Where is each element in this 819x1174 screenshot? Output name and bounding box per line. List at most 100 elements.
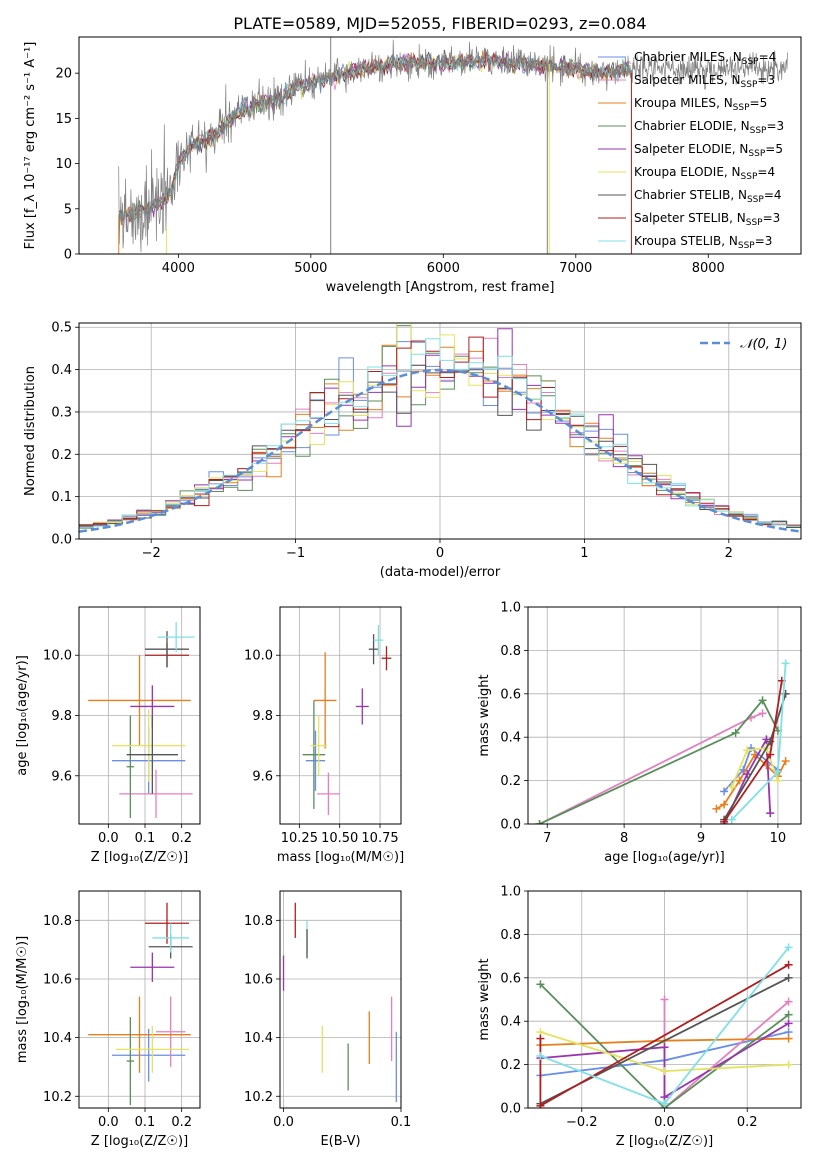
legend-label-n: , N <box>730 188 747 202</box>
legend-normal-label: 𝒩(0, 1) <box>740 337 787 352</box>
x-tick-label: 9 <box>697 831 705 846</box>
x-tick-label: −2 <box>142 546 161 561</box>
legend-label: Salpeter STELIB, NSSP=3 <box>634 211 780 228</box>
x-tick-label: 0 <box>436 546 444 561</box>
x-tick-label: 0.0 <box>98 1115 119 1130</box>
legend-label-sub: SSP <box>741 80 758 90</box>
age-vs-mass-axes: 10.25 10.50 10.75 9.6 9.8 10.0 mass [log₁₀(M/M… <box>244 607 404 865</box>
legend-label-n: , N <box>725 50 742 64</box>
y-tick-label: 1.0 <box>500 601 521 616</box>
x-tick-label: 0.1 <box>135 831 156 846</box>
y-tick-label: 0.4 <box>500 731 521 746</box>
mass-vs-Z-errorbars <box>88 902 193 1106</box>
y-tick-label: 10 <box>55 157 72 172</box>
legend-label-base: Chabrier ELODIE <box>634 119 733 133</box>
x-tick-label: −0.2 <box>566 1115 598 1130</box>
legend-label-n: , N <box>716 96 733 110</box>
x-axis-label: E(B-V) <box>320 1134 360 1149</box>
y-axis-label: Flux [f_λ 10⁻¹⁷ erg cm⁻² s⁻¹ A⁻¹] <box>23 42 38 250</box>
y-tick-label: 0.0 <box>51 533 72 548</box>
mass-vs-ebv-errorbars <box>282 902 397 1103</box>
model-line-chabrier-stelib <box>118 49 631 225</box>
axes-frame <box>279 890 402 1109</box>
y-tick-label: 0.0 <box>500 818 521 833</box>
legend-label: Kroupa MILES, NSSP=5 <box>634 96 767 113</box>
x-tick-label: 0.0 <box>654 1115 675 1130</box>
y-axis-label: age [log₁₀(age/yr)] <box>15 655 30 776</box>
y-axis-label: mass weight <box>477 958 492 1040</box>
legend-label-base: Salpeter MILES <box>634 73 724 87</box>
legend-label: Kroupa ELODIE, NSSP=4 <box>634 165 775 182</box>
y-tick-label: 10.2 <box>43 1090 72 1105</box>
legend-label: Chabrier ELODIE, NSSP=3 <box>634 119 784 136</box>
weight-vs-age-axes: 7 8 9 10 0.0 0.2 0.4 0.6 0.8 1.0 age [log₁₀(age/yr… <box>477 601 801 865</box>
x-tick-label: 10.50 <box>321 831 358 846</box>
legend-label-tail: =3 <box>755 234 773 248</box>
legend-label-sub: SSP <box>742 57 759 67</box>
x-tick-label: 0.0 <box>273 1115 294 1130</box>
data-spectrum-line <box>118 39 788 253</box>
weight-line-salpeter-miles <box>663 999 790 1108</box>
legend-label-tail: =5 <box>765 142 783 156</box>
legend-label-n: , N <box>729 211 746 225</box>
legend-label: Chabrier STELIB, NSSP=4 <box>634 188 782 205</box>
y-tick-label: 0.8 <box>500 928 521 943</box>
y-tick-label: 0.8 <box>500 644 521 659</box>
y-tick-label: 10.6 <box>43 972 72 987</box>
legend-label-n: , N <box>724 73 741 87</box>
legend-label-n: , N <box>724 165 741 179</box>
y-tick-label: 10.4 <box>244 1031 273 1046</box>
model-line-chabrier-miles <box>118 50 631 224</box>
x-axis-label: (data-model)/error <box>380 565 501 580</box>
age-vs-mass-errorbars <box>302 625 392 815</box>
legend-label-sub: SSP <box>750 126 767 136</box>
axes-frame <box>78 890 201 1109</box>
axes-frame <box>78 36 802 255</box>
legend-label-sub: SSP <box>741 172 758 182</box>
x-axis-label: Z [log₁₀(Z/Z☉)] <box>91 850 188 865</box>
legend-label-base: Kroupa MILES <box>634 96 716 110</box>
y-tick-label: 0.6 <box>500 687 521 702</box>
y-axis-label: mass weight <box>477 674 492 756</box>
age-vs-Z-errorbars <box>88 622 195 818</box>
axes-frame <box>527 606 802 825</box>
x-tick-label: 0.2 <box>171 831 192 846</box>
y-tick-label: 9.6 <box>252 769 273 784</box>
weight-line-salpeter-stelib <box>723 680 783 823</box>
axes-frame <box>527 890 802 1109</box>
x-tick-label: 0.2 <box>737 1115 758 1130</box>
weight-line-chabrier-elodie <box>539 698 779 824</box>
y-tick-label: 0.2 <box>51 448 72 463</box>
x-tick-label: 7000 <box>559 261 592 276</box>
spectrum-lines <box>118 37 788 254</box>
y-tick-label: 5 <box>64 202 72 217</box>
y-tick-label: 0.6 <box>500 971 521 986</box>
age-vs-Z-axes: 0.0 0.1 0.2 9.6 9.8 10.0 Z [log₁₀(Z/Z☉)] age [l… <box>15 607 200 865</box>
histogram-steps <box>79 323 801 533</box>
axes-frame <box>279 606 402 825</box>
x-tick-label: 0.1 <box>135 1115 156 1130</box>
x-axis-label: age [log₁₀(age/yr)] <box>604 850 725 865</box>
weight-vs-Z-lines <box>536 943 793 1108</box>
y-tick-label: 0.3 <box>51 405 72 420</box>
x-tick-label: 10.25 <box>281 831 318 846</box>
model-line-kroupa-miles <box>118 50 631 227</box>
x-tick-label: 10.75 <box>361 831 398 846</box>
legend-label-base: Salpeter STELIB <box>634 211 729 225</box>
y-tick-label: 0.2 <box>500 1058 521 1073</box>
spectrum-axes: 4000 5000 6000 7000 8000 0 5 10 15 20 wavelength [… <box>23 42 725 295</box>
x-tick-label: 7 <box>543 831 551 846</box>
y-axis-label: mass [log₁₀(M/M☉)] <box>15 936 30 1063</box>
legend-label-sub: SSP <box>747 195 764 205</box>
legend-label-sub: SSP <box>748 149 765 159</box>
legend-label-n: , N <box>721 234 738 248</box>
normal-curve <box>79 368 801 533</box>
y-tick-label: 10.6 <box>244 972 273 987</box>
y-tick-label: 15 <box>55 112 72 127</box>
weight-vs-Z-axes: −0.2 0.0 0.2 0.0 0.2 0.4 0.6 0.8 1.0 Z [log₁₀(Z/Z… <box>477 885 801 1149</box>
x-tick-label: 0.1 <box>391 1115 412 1130</box>
y-tick-label: 1.0 <box>500 885 521 900</box>
axes-frame <box>78 322 802 540</box>
x-tick-label: 5000 <box>294 261 327 276</box>
legend-label-tail: =4 <box>759 50 777 64</box>
